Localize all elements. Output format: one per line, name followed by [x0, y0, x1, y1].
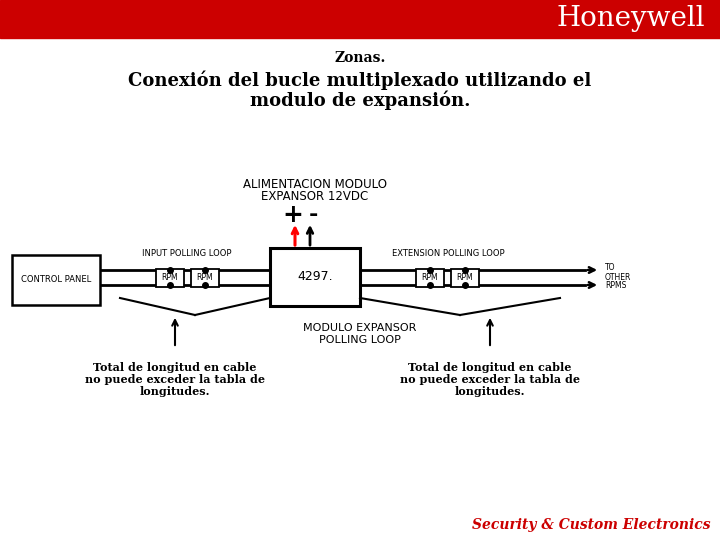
Text: Total de longitud en cable: Total de longitud en cable	[408, 362, 572, 373]
Text: RPM: RPM	[456, 273, 473, 282]
Bar	[270, 248, 360, 306]
Bar	[156, 269, 184, 287]
Text: RPM: RPM	[162, 273, 179, 282]
Bar	[416, 269, 444, 287]
Text: 4297.: 4297.	[297, 271, 333, 284]
Text: RPM: RPM	[422, 273, 438, 282]
Text: MODULO EXPANSOR: MODULO EXPANSOR	[303, 323, 417, 333]
Text: TO: TO	[605, 264, 616, 273]
Text: RPM: RPM	[197, 273, 213, 282]
Text: OTHER: OTHER	[605, 273, 631, 281]
Text: RPMS: RPMS	[605, 281, 626, 291]
Bar	[0, 0, 720, 38]
Text: longitudes.: longitudes.	[140, 386, 210, 397]
Text: no puede exceder la tabla de: no puede exceder la tabla de	[400, 374, 580, 385]
Text: no puede exceder la tabla de: no puede exceder la tabla de	[85, 374, 265, 385]
Text: EXTENSION POLLING LOOP: EXTENSION POLLING LOOP	[392, 248, 504, 258]
Bar	[12, 255, 100, 305]
Text: Honeywell: Honeywell	[557, 5, 705, 32]
Text: +: +	[282, 203, 303, 227]
Text: EXPANSOR 12VDC: EXPANSOR 12VDC	[261, 191, 369, 204]
Text: POLLING LOOP: POLLING LOOP	[319, 335, 401, 345]
Text: Security & Custom Electronics: Security & Custom Electronics	[472, 518, 710, 532]
Bar	[191, 269, 219, 287]
Text: Conexión del bucle multiplexado utilizando el: Conexión del bucle multiplexado utilizan…	[128, 70, 592, 90]
Text: Zonas.: Zonas.	[334, 51, 386, 65]
Text: -: -	[308, 205, 318, 225]
Text: Total de longitud en cable: Total de longitud en cable	[94, 362, 257, 373]
Text: CONTROL PANEL: CONTROL PANEL	[21, 275, 91, 285]
Text: modulo de expansión.: modulo de expansión.	[250, 90, 470, 110]
Text: longitudes.: longitudes.	[455, 386, 526, 397]
Text: INPUT POLLING LOOP: INPUT POLLING LOOP	[143, 248, 232, 258]
Text: ALIMENTACION MODULO: ALIMENTACION MODULO	[243, 179, 387, 192]
Bar	[451, 269, 479, 287]
